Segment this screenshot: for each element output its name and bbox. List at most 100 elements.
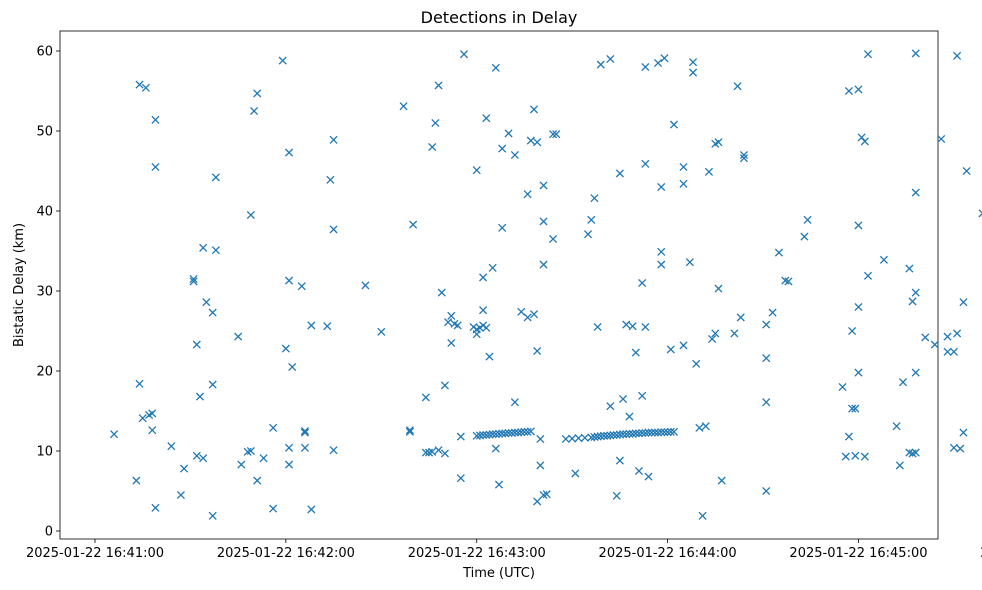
data-point <box>192 451 201 460</box>
data-point <box>860 137 869 146</box>
data-point <box>730 329 739 338</box>
data-point <box>733 82 742 91</box>
data-point <box>479 273 488 282</box>
data-point <box>612 491 621 500</box>
x-tick-label: 2025-01-22 16:41:00 <box>26 546 164 561</box>
data-point <box>692 359 701 368</box>
y-tick-label: 0 <box>45 525 53 540</box>
data-point <box>307 321 316 330</box>
data-point <box>669 120 679 129</box>
data-point <box>625 412 634 421</box>
data-point <box>278 56 287 65</box>
data-point <box>638 278 647 288</box>
chart-title: Detections in Delay <box>421 8 578 27</box>
data-point <box>284 276 294 285</box>
data-point <box>176 490 185 500</box>
data-point <box>596 432 605 441</box>
data-point <box>657 428 666 437</box>
data-point <box>657 182 666 192</box>
data-point <box>854 302 863 312</box>
data-point <box>536 434 545 444</box>
data-point <box>456 432 465 441</box>
data-point <box>485 430 494 439</box>
y-tick-label: 30 <box>36 285 53 300</box>
data-point <box>132 476 141 485</box>
data-point <box>485 352 494 361</box>
data-point <box>892 422 901 431</box>
data-point <box>504 428 513 438</box>
data-point <box>688 58 698 67</box>
data-point <box>962 166 971 176</box>
data-point <box>459 50 469 59</box>
data-point <box>844 86 853 96</box>
data-point <box>739 154 749 163</box>
data-point <box>844 432 853 441</box>
data-point <box>447 338 456 348</box>
data-point <box>863 50 873 59</box>
y-tick-label: 10 <box>36 445 53 460</box>
data-point <box>679 341 688 350</box>
data-point <box>498 429 507 438</box>
data-point <box>911 188 920 197</box>
data-point <box>246 210 255 220</box>
data-point <box>628 429 637 438</box>
data-point <box>472 166 481 175</box>
data-point <box>237 460 246 469</box>
data-point <box>593 322 602 332</box>
data-point <box>943 347 952 356</box>
data-point <box>253 476 262 485</box>
y-axis-ticks: 0 10 20 30 40 50 60 <box>36 45 60 540</box>
data-point <box>189 274 198 284</box>
data-point <box>211 173 220 182</box>
data-point <box>711 329 720 338</box>
data-point <box>571 469 580 478</box>
data-point <box>549 130 558 139</box>
data-point <box>494 480 504 489</box>
data-point <box>405 426 414 435</box>
data-point <box>510 398 519 407</box>
data-point <box>561 434 570 444</box>
data-point <box>660 428 669 437</box>
data-point <box>704 167 714 176</box>
data-point <box>491 444 500 453</box>
data-point <box>167 442 176 451</box>
data-point <box>650 428 659 437</box>
data-point <box>959 298 968 307</box>
data-point <box>848 404 857 413</box>
data-point <box>428 447 437 456</box>
data-point <box>943 332 952 341</box>
data-point <box>921 333 930 342</box>
data-point <box>599 431 609 440</box>
x-axis-ticks: 2025-01-22 16:41:00 2025-01-22 16:42:00 20… <box>26 539 982 561</box>
data-point <box>688 68 698 77</box>
data-point <box>762 398 771 407</box>
data-point <box>281 344 290 353</box>
data-point <box>905 264 914 273</box>
y-tick-label: 20 <box>36 365 53 380</box>
data-point <box>898 378 908 387</box>
data-point <box>510 428 519 437</box>
data-point <box>208 511 217 520</box>
data-point <box>854 85 863 94</box>
data-point <box>431 118 440 128</box>
data-point <box>284 148 294 157</box>
y-tick-label: 40 <box>36 205 53 220</box>
data-point <box>774 248 784 257</box>
data-point <box>644 428 653 437</box>
data-point <box>619 430 628 439</box>
data-point <box>542 490 551 499</box>
data-point <box>838 382 847 392</box>
data-markers <box>110 49 982 520</box>
data-point <box>638 428 647 438</box>
data-point <box>615 456 624 465</box>
y-tick-label: 50 <box>36 125 53 140</box>
data-point <box>641 62 650 72</box>
data-point <box>908 297 917 306</box>
data-point <box>552 130 561 139</box>
data-point <box>736 313 745 322</box>
data-point <box>199 243 208 252</box>
data-point <box>498 144 507 153</box>
x-tick-label: 2025-01-22 16:42:00 <box>217 546 355 561</box>
data-point <box>580 433 589 442</box>
data-point <box>679 179 688 188</box>
